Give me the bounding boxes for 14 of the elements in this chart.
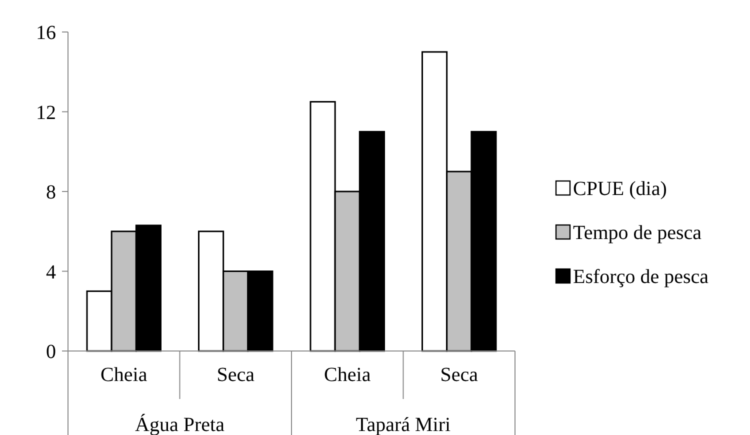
y-tick-label: 0 xyxy=(46,341,56,363)
legend-label: CPUE (dia) xyxy=(573,178,667,200)
y-tick-label: 4 xyxy=(46,261,56,284)
text: Tapará Miri xyxy=(356,414,452,435)
x-tick-label: Cheia xyxy=(324,364,371,386)
x-tick-label: Cheia xyxy=(100,364,148,386)
x-tick-label: Seca xyxy=(440,364,478,386)
x-tick-label: Seca xyxy=(216,364,255,386)
y-tick-label: 16 xyxy=(36,22,56,44)
legend-label: Esforço de pesca xyxy=(573,266,709,288)
y-tick-label: 12 xyxy=(36,102,56,124)
text: Água Preta xyxy=(135,413,225,435)
legend-label: Tempo de pesca xyxy=(573,222,702,244)
y-tick-label: 8 xyxy=(46,182,56,204)
